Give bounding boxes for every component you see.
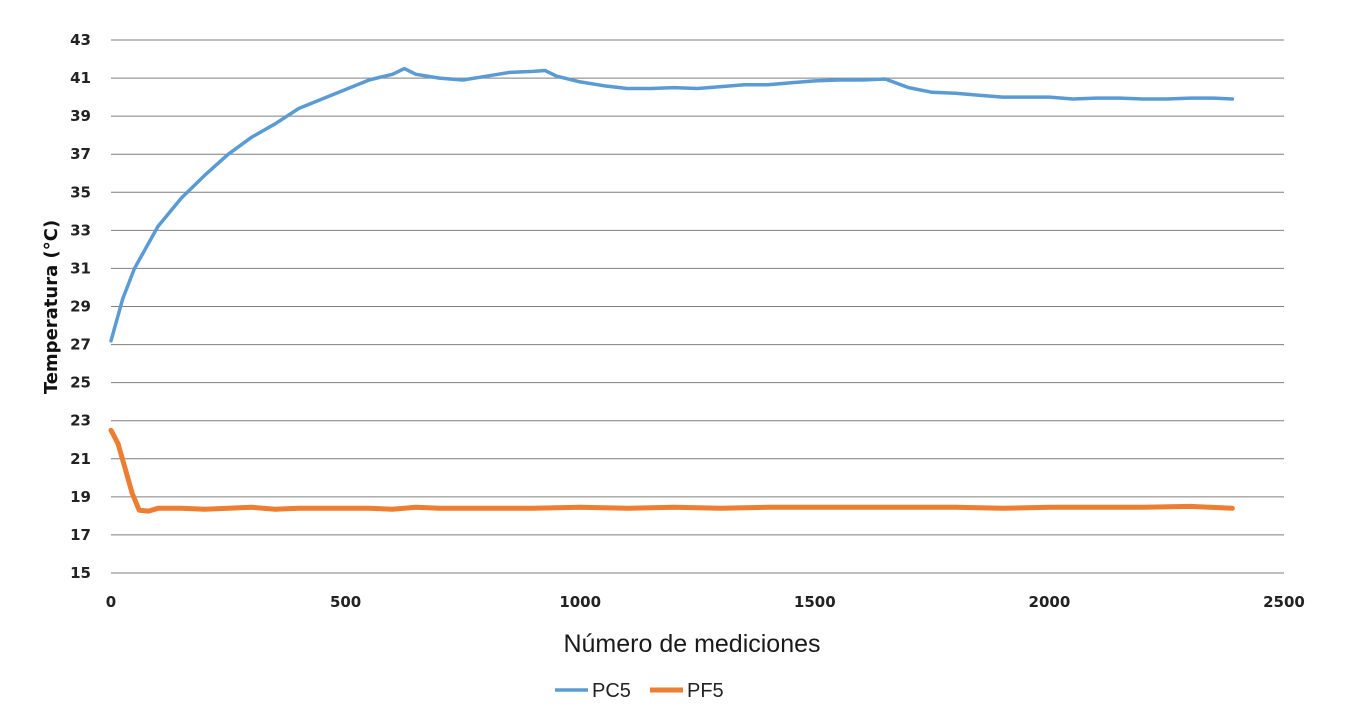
- y-tick-label-39: 39: [70, 107, 91, 125]
- y-tick-label-23: 23: [70, 412, 91, 430]
- x-tick-label-1000: 1000: [559, 593, 601, 611]
- y-tick-label-19: 19: [70, 488, 91, 506]
- y-tick-label-33: 33: [70, 221, 91, 239]
- legend-label-pf5: PF5: [687, 680, 724, 702]
- y-tick-label-15: 15: [70, 564, 91, 582]
- x-tick-label-2500: 2500: [1263, 593, 1305, 611]
- y-tick-label-29: 29: [70, 298, 91, 316]
- y-tick-label-37: 37: [70, 145, 91, 163]
- y-tick-label-27: 27: [70, 336, 91, 354]
- y-tick-label-35: 35: [70, 183, 91, 201]
- y-tick-label-25: 25: [70, 374, 91, 392]
- x-tick-label-500: 500: [330, 593, 361, 611]
- gridlines: [111, 39, 1284, 574]
- y-tick-labels: 15 17 19 21 23 25 27 29 31 33 35 37 39 41 43: [70, 31, 91, 582]
- series-line-pc5: [109, 66, 1235, 343]
- series-line-pf5: [108, 427, 1235, 514]
- x-tick-label-2000: 2000: [1029, 593, 1071, 611]
- series-lines: [108, 66, 1235, 514]
- y-tick-label-21: 21: [70, 450, 91, 468]
- x-tick-label-0: 0: [106, 593, 116, 611]
- x-tick-label-1500: 1500: [794, 593, 836, 611]
- y-axis-label: Temperatura (°C): [41, 220, 62, 394]
- y-tick-label-31: 31: [70, 259, 91, 277]
- legend-label-pc5: PC5: [592, 680, 631, 702]
- x-tick-labels: 0 500 1000 1500 2000 2500: [106, 593, 1305, 611]
- y-tick-label-17: 17: [70, 526, 91, 544]
- x-axis-label: Número de mediciones: [563, 630, 820, 658]
- y-tick-label-43: 43: [70, 31, 91, 49]
- y-tick-label-41: 41: [70, 69, 91, 87]
- legend: PC5 PF5: [555, 680, 724, 702]
